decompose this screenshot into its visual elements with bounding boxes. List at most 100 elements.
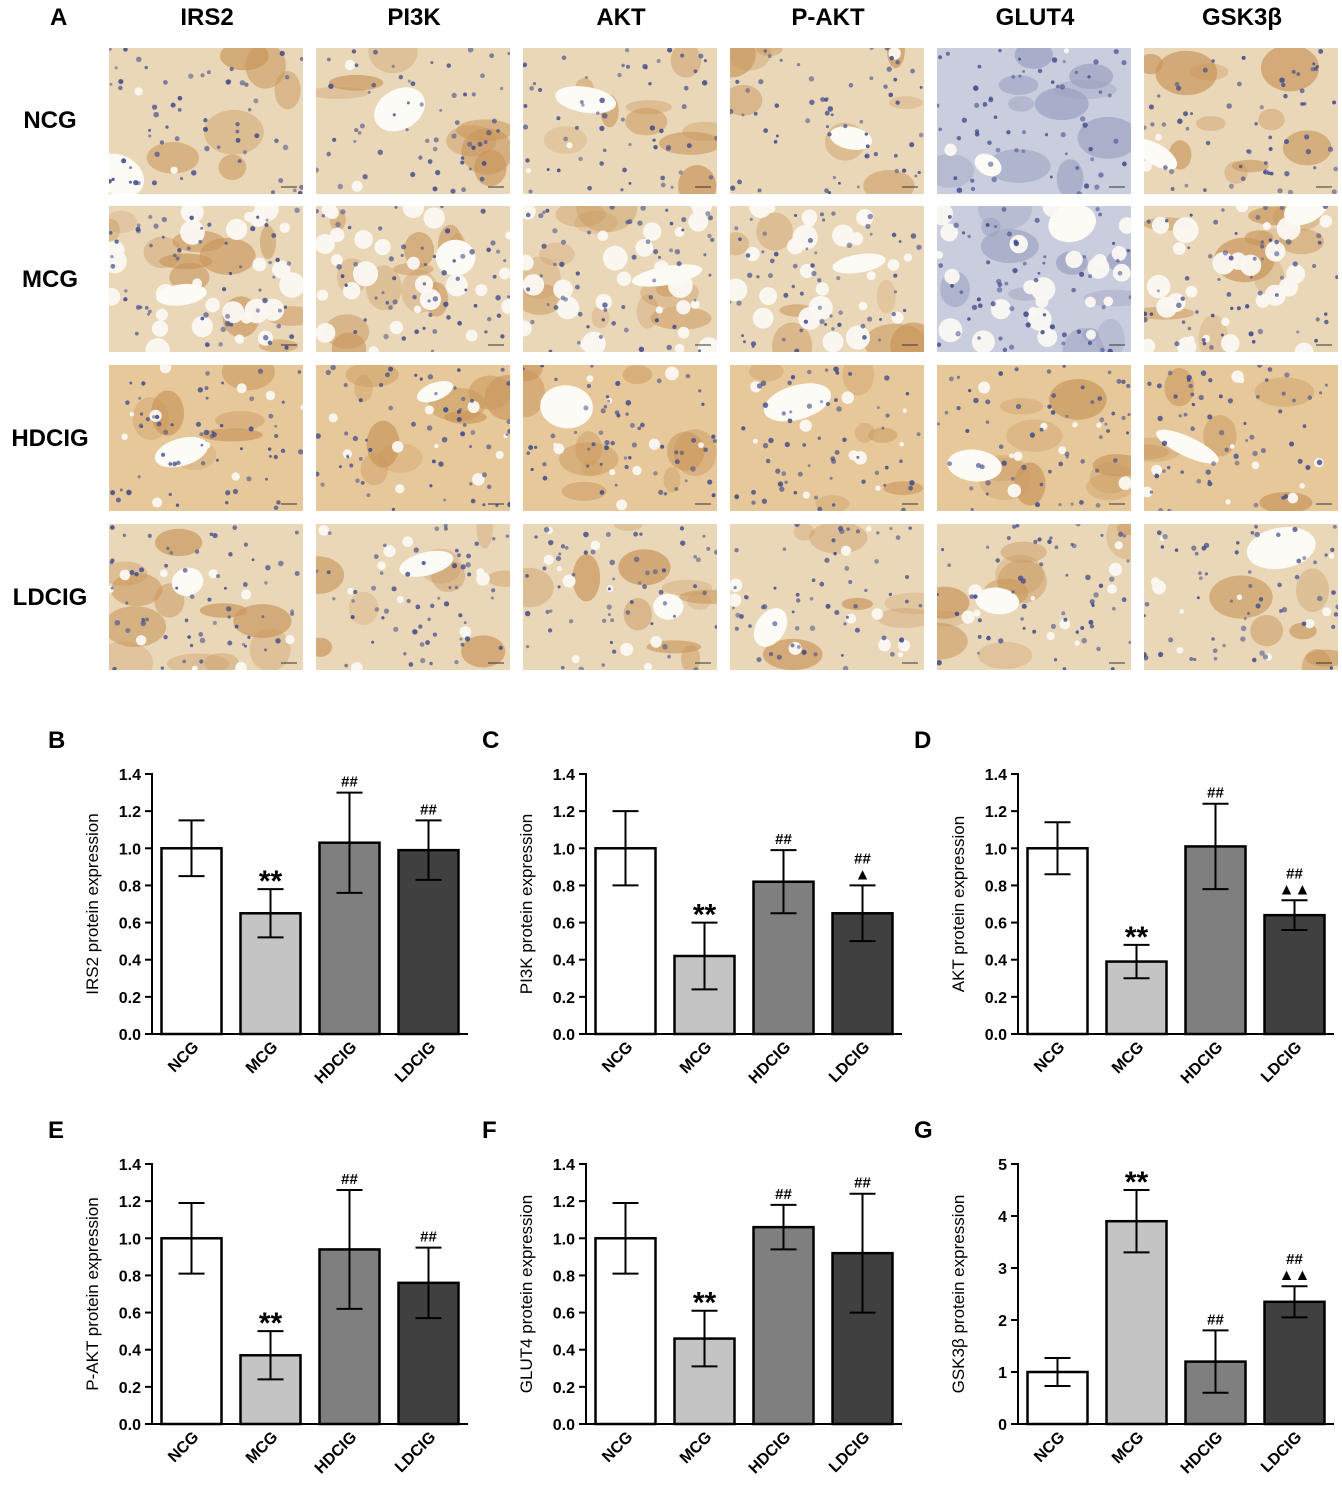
x-tick-label: HDCIG [312, 1429, 360, 1477]
x-tick-label: MCG [1109, 1429, 1147, 1467]
x-tick-label: NCG [1031, 1429, 1068, 1466]
y-tick-label: 1.2 [553, 804, 575, 821]
bar-ldcig [1263, 1300, 1326, 1426]
y-tick-label: 0.2 [119, 1380, 141, 1397]
micrograph-mcg-pi3k [316, 206, 510, 352]
micrograph-ldcig-irs2 [109, 524, 303, 670]
y-tick-label: 1 [998, 1365, 1007, 1382]
panel-a-letter: A [50, 4, 68, 31]
bar-ldcig [1263, 913, 1326, 1036]
y-tick-label: 3 [998, 1261, 1007, 1278]
y-tick-label: 0.8 [119, 878, 141, 895]
y-tick-label: 5 [998, 1157, 1007, 1174]
x-tick-label: MCG [243, 1039, 281, 1077]
y-tick-label: 1.2 [985, 804, 1007, 821]
y-tick-label: 1.4 [985, 767, 1007, 784]
y-axis-label: PI3K protein expression [517, 814, 536, 995]
column-header-irs2: IRS2 [180, 4, 234, 31]
micrograph-mcg-akt [523, 206, 717, 352]
y-tick-label: 0.8 [119, 1268, 141, 1285]
y-tick-label: 2 [998, 1313, 1007, 1330]
y-tick-label: 1.2 [119, 804, 141, 821]
column-header-pi3k: PI3K [387, 4, 441, 31]
y-tick-label: 0.6 [119, 916, 141, 933]
x-tick-label: LDCIG [392, 1429, 439, 1476]
x-tick-label: NCG [599, 1039, 636, 1076]
y-tick-label: 0.6 [553, 916, 575, 933]
significance-hashes: ## [1286, 1251, 1303, 1268]
panel-letter: G [914, 1117, 933, 1144]
micrograph-ncg-akt [523, 48, 717, 194]
y-tick-label: 1.0 [119, 841, 141, 858]
micrograph-ncg-gsk3β [1144, 48, 1338, 194]
significance-stars: ** [259, 865, 283, 898]
significance-stars: ** [693, 1287, 717, 1320]
micrograph-mcg-gsk3β [1144, 206, 1338, 352]
y-tick-label: 1.4 [553, 1157, 575, 1174]
y-tick-label: 0.2 [985, 990, 1007, 1007]
y-tick-label: 0.4 [985, 953, 1007, 970]
micrograph-mcg-glut4 [937, 206, 1131, 352]
row-header-ncg: NCG [23, 107, 77, 134]
significance-triangle: ▲▲ [1279, 1267, 1311, 1284]
y-tick-label: 1.0 [553, 841, 575, 858]
significance-stars: ** [1125, 1166, 1149, 1199]
y-tick-label: 1.4 [119, 1157, 141, 1174]
panel-letter: C [482, 727, 499, 754]
y-tick-label: 1.2 [553, 1194, 575, 1211]
y-tick-label: 0.4 [553, 1343, 575, 1360]
x-tick-label: HDCIG [746, 1039, 794, 1087]
micrograph-ldcig-glut4 [937, 524, 1131, 670]
significance-hashes: ## [1286, 865, 1303, 882]
micrograph-hdcig-glut4 [937, 365, 1131, 511]
y-tick-label: 0 [998, 1417, 1007, 1434]
chart-f-glut4: F 0.0 0.2 0.4 0.6 0.8 1.0 1.2 1.4 GLUT4 protein e… [474, 1108, 904, 1488]
y-tick-label: 0.0 [119, 1027, 141, 1044]
panel-letter: E [48, 1117, 64, 1144]
micrograph-ncg-irs2 [109, 48, 303, 194]
y-tick-label: 4 [998, 1209, 1007, 1226]
y-axis-label: IRS2 protein expression [83, 813, 102, 994]
row-header-ldcig: LDCIG [12, 584, 88, 611]
micrograph-hdcig-irs2 [109, 365, 303, 511]
micrograph-hdcig-pi3k [316, 365, 510, 511]
column-header-gsk3b: GSK3β [1201, 4, 1282, 31]
y-tick-label: 0.4 [119, 1343, 141, 1360]
panel-a-ihc-grid: A IRS2 PI3K AKT P-AKT GLUT4 GSK3β NCG MC… [0, 0, 1342, 680]
x-tick-label: MCG [243, 1429, 281, 1467]
y-tick-label: 0.4 [119, 953, 141, 970]
bar-mcg [1105, 1219, 1168, 1426]
y-tick-label: 0.6 [553, 1306, 575, 1323]
row-header-mcg: MCG [22, 266, 78, 293]
significance-hashes: ## [854, 1175, 871, 1192]
x-tick-label: NCG [165, 1039, 202, 1076]
y-tick-label: 1.4 [553, 767, 575, 784]
y-tick-label: 0.2 [553, 990, 575, 1007]
x-tick-label: HDCIG [746, 1429, 794, 1477]
chart-e-p-akt: E 0.0 0.2 0.4 0.6 0.8 1.0 1.2 1.4 P-AKT protein e… [40, 1108, 470, 1488]
y-tick-label: 0.2 [119, 990, 141, 1007]
micrograph-hdcig-p-akt [730, 365, 924, 511]
y-tick-label: 0.6 [985, 916, 1007, 933]
significance-hashes: ## [1207, 1311, 1224, 1328]
y-axis-label: GSK3β protein expression [949, 1195, 968, 1394]
significance-hashes: ## [775, 1186, 792, 1203]
x-tick-label: MCG [677, 1429, 715, 1467]
panel-letter: B [48, 727, 65, 754]
x-tick-label: HDCIG [1178, 1039, 1226, 1087]
x-tick-label: MCG [677, 1039, 715, 1077]
column-header-glut4: GLUT4 [995, 4, 1075, 31]
y-tick-label: 1.2 [119, 1194, 141, 1211]
chart-b-irs2: B 0.0 0.2 0.4 0.6 0.8 1.0 1.2 1.4 IRS2 protein ex… [40, 718, 470, 1098]
y-tick-label: 0.8 [553, 878, 575, 895]
significance-stars: ** [259, 1307, 283, 1340]
y-tick-label: 0.2 [553, 1380, 575, 1397]
chart-c-pi3k: C 0.0 0.2 0.4 0.6 0.8 1.0 1.2 1.4 PI3K protein ex… [474, 718, 904, 1098]
micrograph-ncg-pi3k [316, 48, 510, 194]
column-header-p-akt: P-AKT [791, 4, 865, 31]
chart-d-akt: D 0.0 0.2 0.4 0.6 0.8 1.0 1.2 1.4 AKT protein exp… [906, 718, 1336, 1098]
y-axis-label: P-AKT protein expression [83, 1197, 102, 1390]
micrograph-mcg-p-akt [730, 206, 924, 352]
significance-hashes: ## [1207, 785, 1224, 802]
significance-stars: ** [1125, 921, 1149, 954]
